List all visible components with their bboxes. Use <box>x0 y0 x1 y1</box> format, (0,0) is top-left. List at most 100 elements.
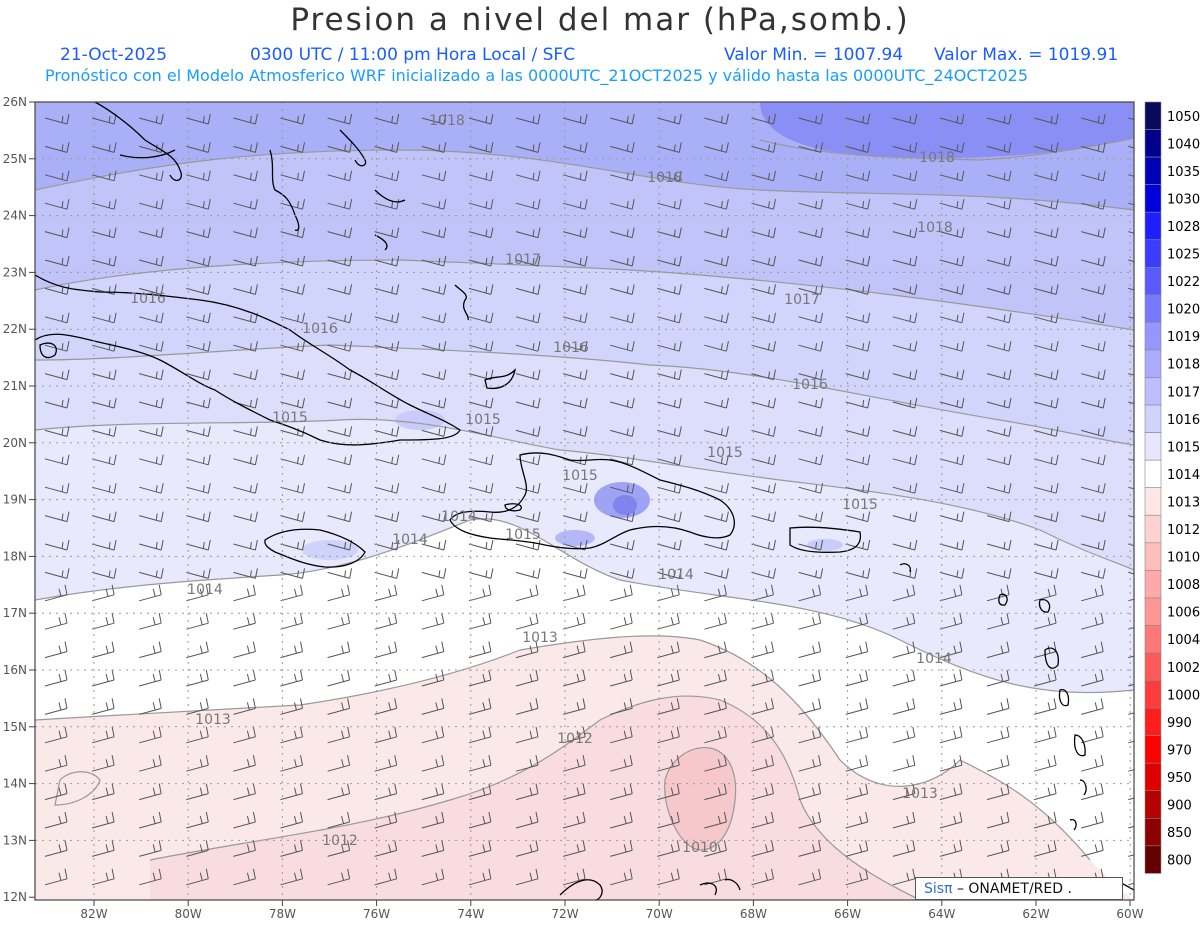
wind-barb <box>892 584 916 602</box>
wind-barb <box>845 170 871 182</box>
wind-barb <box>468 483 494 494</box>
wind-barb <box>939 511 965 523</box>
colorbar-swatch <box>1144 432 1162 461</box>
lat-label: 16N <box>3 663 27 677</box>
wind-barb <box>751 613 774 630</box>
colorbar-label: 1008 <box>1167 578 1200 593</box>
wind-barb <box>139 726 162 744</box>
wind-barb <box>91 199 117 210</box>
wind-barb <box>1081 426 1106 437</box>
wind-barb <box>892 613 916 630</box>
isobar-label: 1014 <box>658 567 694 583</box>
wind-barb <box>1033 199 1059 210</box>
wind-barb <box>892 641 916 659</box>
wind-barb <box>421 199 447 210</box>
wind-barb <box>610 397 635 409</box>
lon-label: 60W <box>1116 907 1143 921</box>
wind-barb <box>468 341 494 352</box>
wind-barb <box>704 341 729 352</box>
wind-barb <box>704 840 727 857</box>
wind-barb <box>233 255 258 267</box>
isobar-label: 1015 <box>707 445 743 461</box>
wind-barb <box>327 142 353 153</box>
wind-barb <box>892 454 918 466</box>
wind-barb <box>44 726 68 744</box>
wind-barb <box>939 255 965 267</box>
wind-barb <box>280 568 305 579</box>
wind-barb <box>1033 539 1059 551</box>
wind-barb <box>751 369 776 381</box>
wind-barb <box>610 142 635 153</box>
wind-barb <box>845 811 869 829</box>
wind-barb <box>139 199 164 210</box>
wind-barb <box>468 584 492 602</box>
colorbar-label: 1016 <box>1167 413 1200 428</box>
wind-barb <box>562 255 588 267</box>
wind-barb <box>892 698 916 715</box>
wind-barb <box>186 227 211 239</box>
wind-barb <box>515 426 541 437</box>
wind-barb <box>468 142 494 153</box>
wind-barb <box>610 641 633 659</box>
wind-barb <box>657 726 680 744</box>
wind-barb <box>468 227 494 239</box>
wind-barb <box>751 840 774 857</box>
wind-barb <box>892 142 918 153</box>
wind-barb <box>515 811 539 829</box>
wind-barb <box>657 584 680 602</box>
wind-barb <box>233 369 258 381</box>
wind-barb <box>610 613 633 630</box>
wind-barb <box>751 426 776 437</box>
wind-barb <box>751 669 774 687</box>
wind-barb <box>327 170 353 182</box>
wind-barb <box>139 170 164 182</box>
wind-barb <box>44 868 68 886</box>
wind-barb <box>562 227 588 239</box>
colorbar-swatch <box>1144 625 1162 654</box>
wind-barb <box>91 227 117 239</box>
wind-barb <box>91 584 115 602</box>
wind-barb <box>610 783 633 801</box>
graticule <box>35 102 1134 900</box>
wind-barb <box>610 840 633 857</box>
wind-barb <box>280 454 305 466</box>
wind-barb <box>374 568 400 579</box>
colorbar-swatch <box>1144 542 1162 571</box>
isobar-label: 1015 <box>842 497 878 513</box>
isobar-label: 1014 <box>441 509 477 525</box>
isobars <box>35 137 1134 900</box>
wind-barb <box>939 840 963 857</box>
wind-barb <box>44 142 70 153</box>
wind-barb <box>421 312 447 324</box>
colorbar-label: 1022 <box>1167 275 1200 290</box>
wind-barb <box>233 113 258 125</box>
wind-barb <box>562 369 588 381</box>
colorbar-swatch <box>1144 845 1162 874</box>
wind-barb <box>139 698 162 715</box>
wind-barb <box>657 511 682 523</box>
wind-barb <box>562 199 588 210</box>
wind-barb <box>939 755 963 772</box>
wind-barb <box>845 539 871 551</box>
wind-barb <box>1033 369 1059 381</box>
wind-barb <box>798 454 824 466</box>
wind-barb <box>327 669 351 687</box>
wind-barb <box>327 726 351 744</box>
wind-barb <box>657 783 680 801</box>
wind-barb <box>421 170 447 182</box>
wind-barb <box>421 698 445 715</box>
colorbar-swatch <box>1144 377 1162 406</box>
wind-barb <box>139 755 162 772</box>
wind-barb <box>845 755 869 772</box>
wind-barb <box>1128 797 1134 801</box>
wind-barb <box>1128 202 1134 206</box>
wind-barb <box>1081 840 1104 857</box>
wind-barb <box>1033 568 1059 579</box>
wind-barb <box>845 312 871 324</box>
min-value: Valor Min. = 1007.94 <box>724 45 904 65</box>
wind-barb <box>610 698 633 715</box>
wind-barb <box>515 868 539 886</box>
wind-barb <box>421 341 447 352</box>
wind-barb <box>1081 568 1106 579</box>
wind-barb <box>515 840 539 857</box>
